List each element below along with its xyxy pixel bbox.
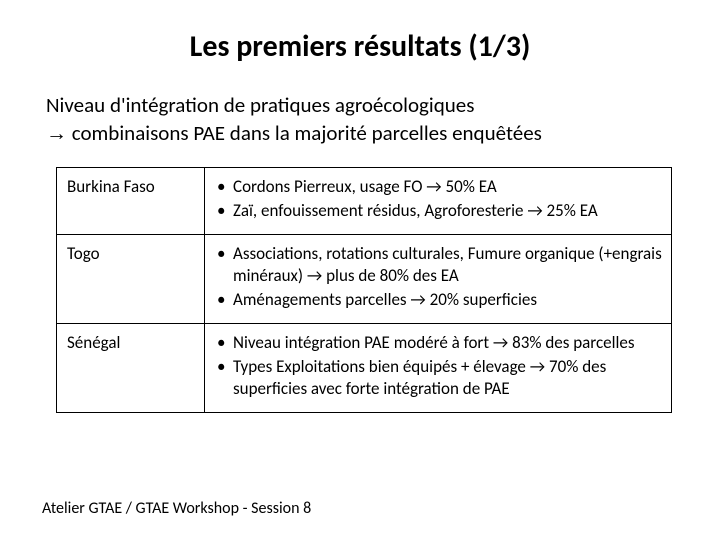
table-row: Burkina Faso Cordons Pierreux, usage FO … <box>57 167 672 234</box>
details-cell: Niveau intégration PAE modéré à fort → 8… <box>205 324 672 413</box>
bullet-item: Aménagements parcelles → 20% superficies <box>215 289 663 311</box>
bullet-item: Associations, rotations culturales, Fumu… <box>215 243 663 287</box>
bullet-list: Cordons Pierreux, usage FO → 50% EA Zaï,… <box>215 176 663 222</box>
slide-subtitle: Niveau d'intégration de pratiques agroéc… <box>42 91 678 149</box>
table-row: Sénégal Niveau intégration PAE modéré à … <box>57 324 672 413</box>
slide-container: Les premiers résultats (1/3) Niveau d'in… <box>0 0 720 540</box>
bullet-item: Zaï, enfouissement résidus, Agroforester… <box>215 200 663 222</box>
slide-title: Les premiers résultats (1/3) <box>42 28 678 65</box>
subtitle-line1: Niveau d'intégration de pratiques agroéc… <box>46 92 474 118</box>
table-row: Togo Associations, rotations culturales,… <box>57 234 672 323</box>
bullet-list: Niveau intégration PAE modéré à fort → 8… <box>215 332 663 400</box>
arrow-icon: → <box>46 122 67 145</box>
bullet-item: Niveau intégration PAE modéré à fort → 8… <box>215 332 663 354</box>
country-cell: Sénégal <box>57 324 205 413</box>
bullet-item: Cordons Pierreux, usage FO → 50% EA <box>215 176 663 198</box>
bullet-item: Types Exploitations bien équipés + éleva… <box>215 356 663 400</box>
details-cell: Cordons Pierreux, usage FO → 50% EA Zaï,… <box>205 167 672 234</box>
subtitle-line2: combinaisons PAE dans la majorité parcel… <box>67 120 542 146</box>
bullet-list: Associations, rotations culturales, Fumu… <box>215 243 663 311</box>
country-cell: Burkina Faso <box>57 167 205 234</box>
details-cell: Associations, rotations culturales, Fumu… <box>205 234 672 323</box>
country-cell: Togo <box>57 234 205 323</box>
slide-footer: Atelier GTAE / GTAE Workshop - Session 8 <box>42 499 311 518</box>
results-table: Burkina Faso Cordons Pierreux, usage FO … <box>56 167 672 414</box>
